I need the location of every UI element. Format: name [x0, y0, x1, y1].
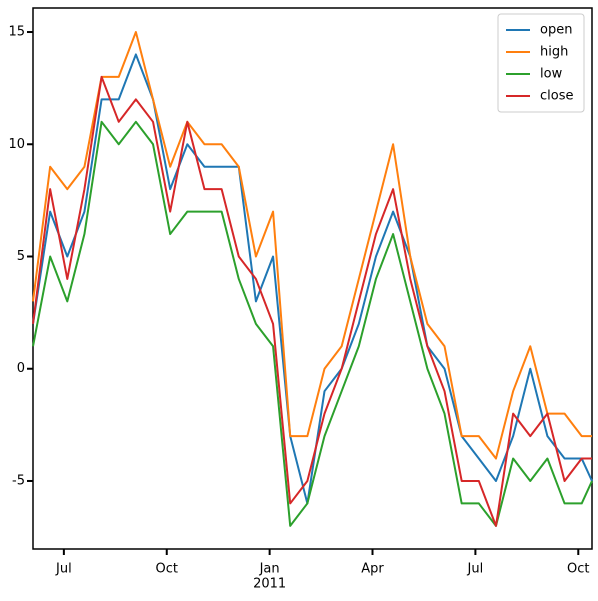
x-tick-label: Apr [361, 562, 384, 577]
x-tick-label: Jul [55, 562, 72, 577]
series-line [32, 31, 592, 460]
x-year-label: 2011 [253, 577, 286, 592]
legend-label: high [540, 45, 568, 60]
x-tick-label: Jul [467, 562, 484, 577]
y-tick-label: 15 [8, 25, 25, 40]
y-tick-label: 10 [8, 137, 25, 152]
series-line [32, 120, 593, 527]
y-tick-label: 5 [17, 249, 25, 264]
x-tick-label: Oct [156, 562, 178, 577]
legend-label: open [540, 23, 572, 38]
x-tick-label: Oct [567, 562, 589, 577]
legend-label: close [540, 89, 573, 104]
x-tick-label: Jan [259, 562, 280, 577]
y-tick-label: 0 [17, 361, 25, 376]
legend-label: low [540, 67, 563, 82]
plot-frame [32, 7, 593, 550]
series-line [32, 75, 592, 527]
series-line [32, 53, 593, 505]
legend-box [497, 13, 585, 113]
y-tick-label: -5 [12, 473, 25, 488]
